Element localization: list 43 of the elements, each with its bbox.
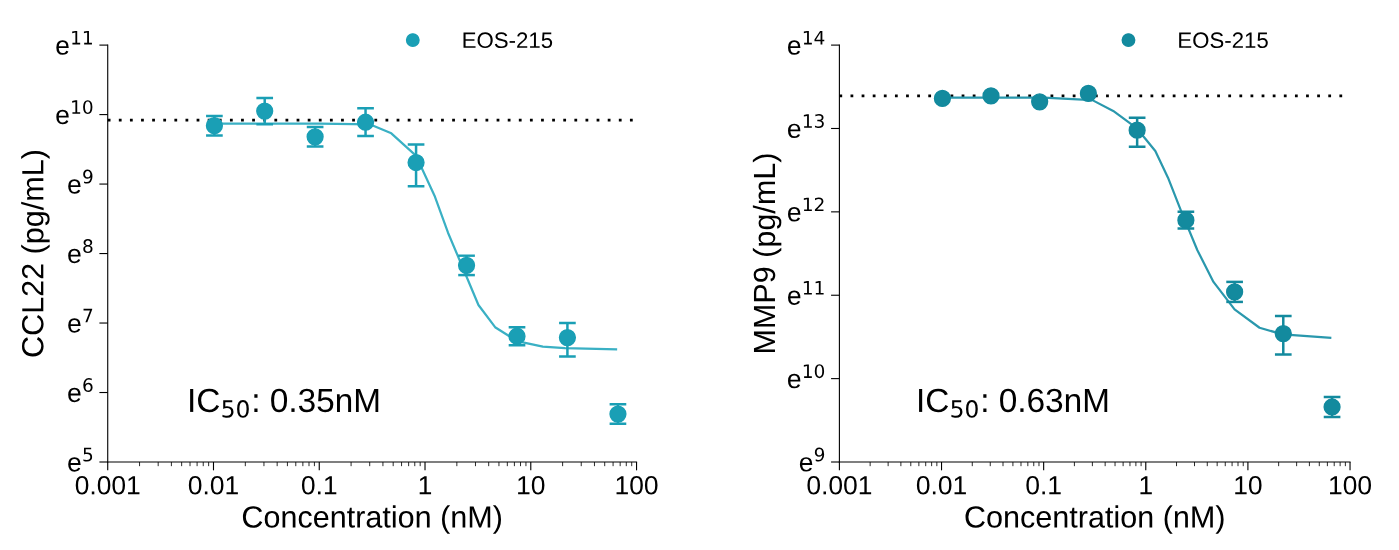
y-tick-label: e$^{12}$ (788, 197, 824, 222)
y-tick-label: e$^{11}$ (788, 281, 824, 305)
point (1128, 121, 1146, 139)
point (256, 102, 274, 120)
x-tick-label: 1 (419, 476, 432, 495)
point (356, 113, 375, 131)
point (558, 329, 577, 347)
point (1079, 84, 1097, 103)
y-tick-label: e$^{13}$ (788, 114, 824, 139)
y-tick-label: e$^{14}$ (788, 30, 825, 55)
y-tick-label: e$^{7}$ (68, 308, 93, 333)
point (1274, 324, 1292, 343)
x-tick-label: 1 (1140, 476, 1152, 495)
x-tick-label: 0.1 (1026, 475, 1061, 495)
x-tick-label: 100 (1330, 475, 1372, 495)
x-tick-label: 0.01 (916, 475, 966, 495)
y-tick-label: e$^{9}$ (68, 169, 93, 194)
point (407, 153, 425, 172)
y-tick-label: e$^{9}$ (799, 447, 825, 472)
point (933, 89, 952, 108)
annotation: IC$_{50}$: 0.63nM (919, 388, 1108, 418)
x-axis-title: Concentration (nM) (965, 505, 1224, 534)
y-axis-title: MMP9 (pg/mL) (752, 154, 782, 353)
legend-label: EOS-215 (463, 32, 553, 49)
x-axis-title: Concentration (nM) (242, 505, 502, 534)
y-tick-label: e$^{8}$ (68, 239, 93, 264)
y-tick-label: e$^{10}$ (56, 100, 93, 125)
y-tick-label: e$^{6}$ (68, 378, 93, 403)
x-tick-label: 10 (1235, 475, 1262, 495)
x-tick-label: 0.01 (188, 475, 238, 495)
point (982, 87, 1000, 105)
x-tick-label: 100 (616, 475, 658, 495)
x-tick-label: 0.001 (75, 475, 140, 495)
annotation: IC$_{50}$: 0.35nM (190, 388, 379, 418)
y-tick-label: e$^{10}$ (788, 364, 825, 389)
point (1031, 93, 1049, 111)
x-tick-label: 10 (518, 475, 545, 495)
y-axis-title: CCL22 (pg/mL) (21, 151, 50, 357)
legend-label: EOS-215 (1179, 32, 1268, 49)
x-tick-label: 0.001 (807, 475, 872, 495)
x-tick-label: 0.1 (301, 475, 337, 495)
y-tick-label: e$^{11}$ (56, 30, 92, 55)
y-tick-label: e$^{5}$ (68, 447, 93, 472)
